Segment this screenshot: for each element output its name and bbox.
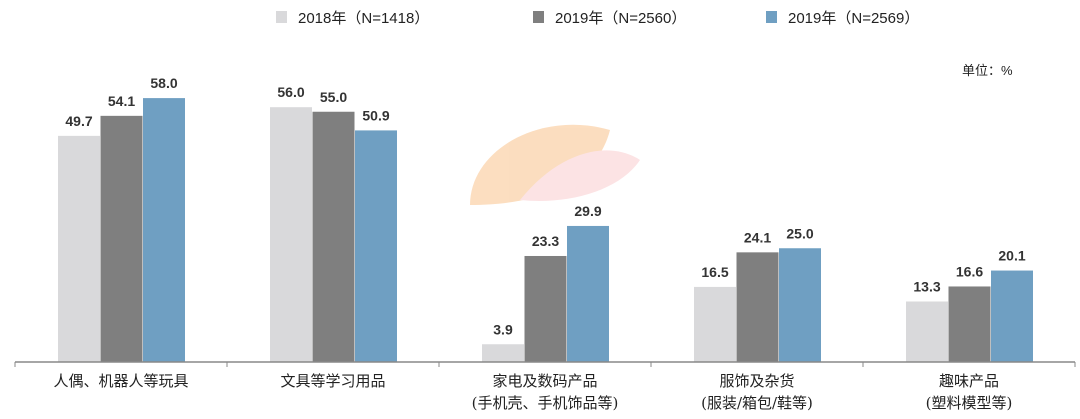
data-label: 29.9 (574, 203, 601, 219)
category-label: 趣味产品 (939, 372, 999, 390)
bar (270, 107, 312, 362)
legend-label: 2018年（N=1418） (298, 10, 429, 27)
data-label: 13.3 (913, 278, 940, 294)
category-label: 人偶、机器人等玩具 (53, 372, 188, 390)
data-label: 25.0 (786, 225, 813, 241)
data-label: 50.9 (362, 107, 389, 123)
data-label: 55.0 (320, 89, 347, 105)
category-label: (手机壳、手机饰品等) (472, 394, 619, 412)
bar (482, 344, 524, 362)
bars: 49.7 54.1 58.0 56.0 55.0 50.9 3.9 23.3 29.9 16.5 2… (58, 75, 1033, 362)
category-label: 服饰及杂货 (719, 372, 794, 390)
category-label: (塑料模型等) (926, 394, 1013, 412)
data-label: 58.0 (150, 75, 177, 91)
bar (736, 252, 779, 362)
category-label: (服装/箱包/鞋等) (701, 394, 813, 412)
category-label: 文具等学习用品 (280, 372, 385, 390)
bar (100, 115, 143, 362)
bar (779, 248, 821, 362)
watermark-logo (470, 124, 640, 205)
bar (58, 135, 100, 362)
bar (567, 225, 609, 362)
data-label: 3.9 (493, 321, 513, 337)
x-axis: 人偶、机器人等玩具 文具等学习用品 家电及数码产品 (手机壳、手机饰品等) 服饰及杂货 (… (14, 361, 1076, 412)
legend-label: 2019年（N=2569） (788, 10, 919, 27)
data-label: 23.3 (532, 233, 559, 249)
legend: 2018年（N=1418） 2019年（N=2560） 2019年（N=2569） (276, 10, 919, 27)
bar (312, 111, 355, 362)
bar (524, 255, 567, 362)
bar (694, 286, 736, 362)
data-label: 16.6 (956, 263, 983, 279)
bar (355, 130, 397, 362)
bar (991, 270, 1033, 362)
category-label: 家电及数码产品 (492, 372, 597, 390)
data-label: 56.0 (277, 84, 304, 100)
unit-label: 单位：% (962, 63, 1013, 78)
legend-label: 2019年（N=2560） (555, 10, 686, 27)
data-label: 49.7 (65, 113, 92, 129)
legend-swatch (533, 11, 544, 23)
legend-swatch (276, 11, 287, 23)
bar (143, 98, 185, 362)
data-label: 20.1 (998, 248, 1025, 264)
legend-swatch (766, 11, 777, 23)
data-label: 16.5 (701, 264, 728, 280)
data-label: 24.1 (744, 229, 771, 245)
bar (906, 301, 948, 362)
bar (948, 286, 991, 362)
data-label: 54.1 (108, 93, 135, 109)
